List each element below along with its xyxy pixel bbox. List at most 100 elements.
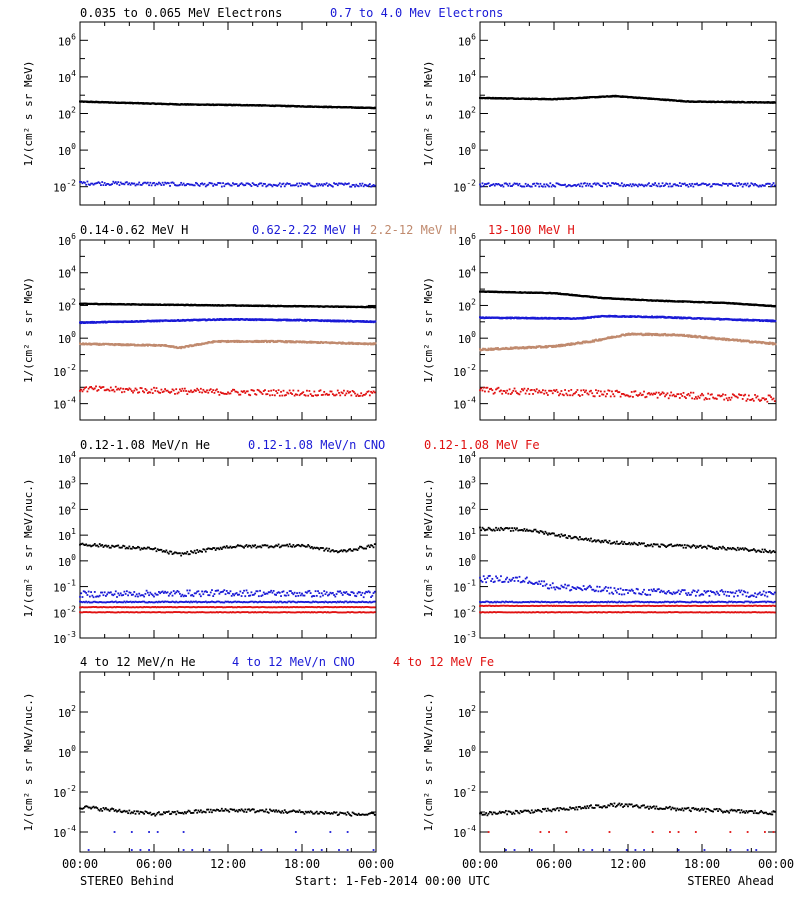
data-point bbox=[567, 184, 570, 186]
data-point bbox=[583, 182, 586, 185]
data-point bbox=[480, 185, 483, 188]
data-point bbox=[647, 333, 650, 336]
data-point bbox=[556, 182, 559, 185]
data-point bbox=[87, 387, 90, 390]
data-point bbox=[522, 346, 525, 349]
data-point bbox=[552, 345, 555, 348]
data-point bbox=[314, 394, 317, 397]
row-2-title-2: 0.62-2.22 MeV H bbox=[252, 223, 360, 237]
data-point bbox=[653, 184, 655, 186]
data-point bbox=[318, 183, 321, 185]
data-point bbox=[336, 184, 339, 187]
data-point bbox=[593, 395, 596, 398]
data-point bbox=[491, 347, 494, 350]
data-point bbox=[487, 349, 490, 352]
data-point bbox=[670, 185, 673, 188]
data-point bbox=[561, 345, 564, 348]
data-point bbox=[592, 395, 595, 398]
data-point bbox=[291, 184, 294, 187]
data-point bbox=[649, 185, 652, 187]
data-point bbox=[539, 391, 542, 394]
data-point bbox=[129, 388, 132, 391]
series-1 bbox=[79, 100, 377, 110]
data-point bbox=[98, 343, 101, 346]
data-point bbox=[687, 393, 690, 395]
data-point bbox=[232, 388, 234, 391]
data-point bbox=[667, 185, 670, 188]
data-point bbox=[688, 183, 691, 185]
data-point bbox=[728, 182, 731, 185]
data-point bbox=[301, 392, 303, 395]
data-point bbox=[289, 340, 292, 343]
data-point bbox=[105, 389, 107, 392]
data-point bbox=[517, 392, 520, 395]
data-point bbox=[601, 185, 603, 188]
data-point bbox=[528, 185, 531, 187]
data-point bbox=[361, 182, 364, 185]
y-tick-label: 10-2 bbox=[53, 179, 76, 195]
data-point bbox=[103, 182, 106, 184]
row-2-title-3: 2.2-12 MeV H bbox=[370, 223, 457, 237]
data-point bbox=[609, 184, 612, 187]
data-point bbox=[685, 397, 687, 400]
data-point bbox=[160, 388, 163, 391]
data-point bbox=[485, 183, 488, 186]
data-point bbox=[596, 182, 599, 185]
data-point bbox=[117, 387, 120, 390]
data-point bbox=[299, 393, 302, 395]
data-point bbox=[590, 389, 592, 392]
data-point bbox=[127, 389, 129, 391]
data-point bbox=[82, 388, 85, 391]
data-point bbox=[113, 344, 116, 347]
data-point bbox=[720, 184, 723, 187]
data-point bbox=[629, 183, 632, 186]
data-point bbox=[139, 183, 142, 186]
data-point bbox=[144, 388, 147, 390]
y-tick-label: 102 bbox=[458, 297, 476, 313]
data-point bbox=[276, 185, 279, 187]
data-point bbox=[243, 390, 245, 392]
data-point bbox=[246, 182, 249, 185]
data-point bbox=[281, 394, 284, 397]
data-point bbox=[628, 395, 631, 398]
data-point bbox=[129, 183, 132, 186]
data-point bbox=[243, 184, 245, 187]
data-point bbox=[662, 334, 665, 337]
data-point bbox=[514, 347, 517, 350]
data-point bbox=[245, 182, 248, 185]
data-point bbox=[523, 185, 526, 188]
data-point bbox=[81, 182, 84, 185]
data-point bbox=[535, 346, 538, 349]
data-point bbox=[484, 390, 486, 393]
data-point bbox=[121, 391, 123, 394]
data-point bbox=[256, 388, 259, 391]
data-point bbox=[280, 390, 282, 393]
data-point bbox=[565, 343, 568, 346]
data-point bbox=[213, 392, 216, 394]
data-point bbox=[645, 395, 648, 398]
data-point bbox=[509, 346, 512, 349]
data-point bbox=[267, 183, 270, 186]
data-point bbox=[357, 185, 360, 188]
data-point bbox=[509, 393, 512, 395]
data-point bbox=[313, 390, 316, 393]
data-point bbox=[107, 183, 110, 185]
data-point bbox=[372, 184, 375, 186]
data-point bbox=[648, 182, 650, 185]
data-point bbox=[80, 180, 83, 183]
data-point bbox=[699, 183, 702, 186]
row-3-title-1: 0.12-1.08 MeV/n He bbox=[80, 438, 210, 452]
data-point bbox=[710, 337, 713, 340]
data-point bbox=[150, 388, 153, 391]
data-point bbox=[287, 392, 290, 395]
data-point bbox=[759, 184, 761, 187]
data-point bbox=[130, 182, 133, 185]
series-2 bbox=[79, 317, 377, 325]
data-point bbox=[489, 348, 492, 351]
data-point bbox=[346, 183, 349, 185]
data-point bbox=[676, 393, 679, 396]
data-point bbox=[699, 394, 702, 397]
data-point bbox=[341, 341, 344, 344]
data-point bbox=[482, 386, 485, 389]
